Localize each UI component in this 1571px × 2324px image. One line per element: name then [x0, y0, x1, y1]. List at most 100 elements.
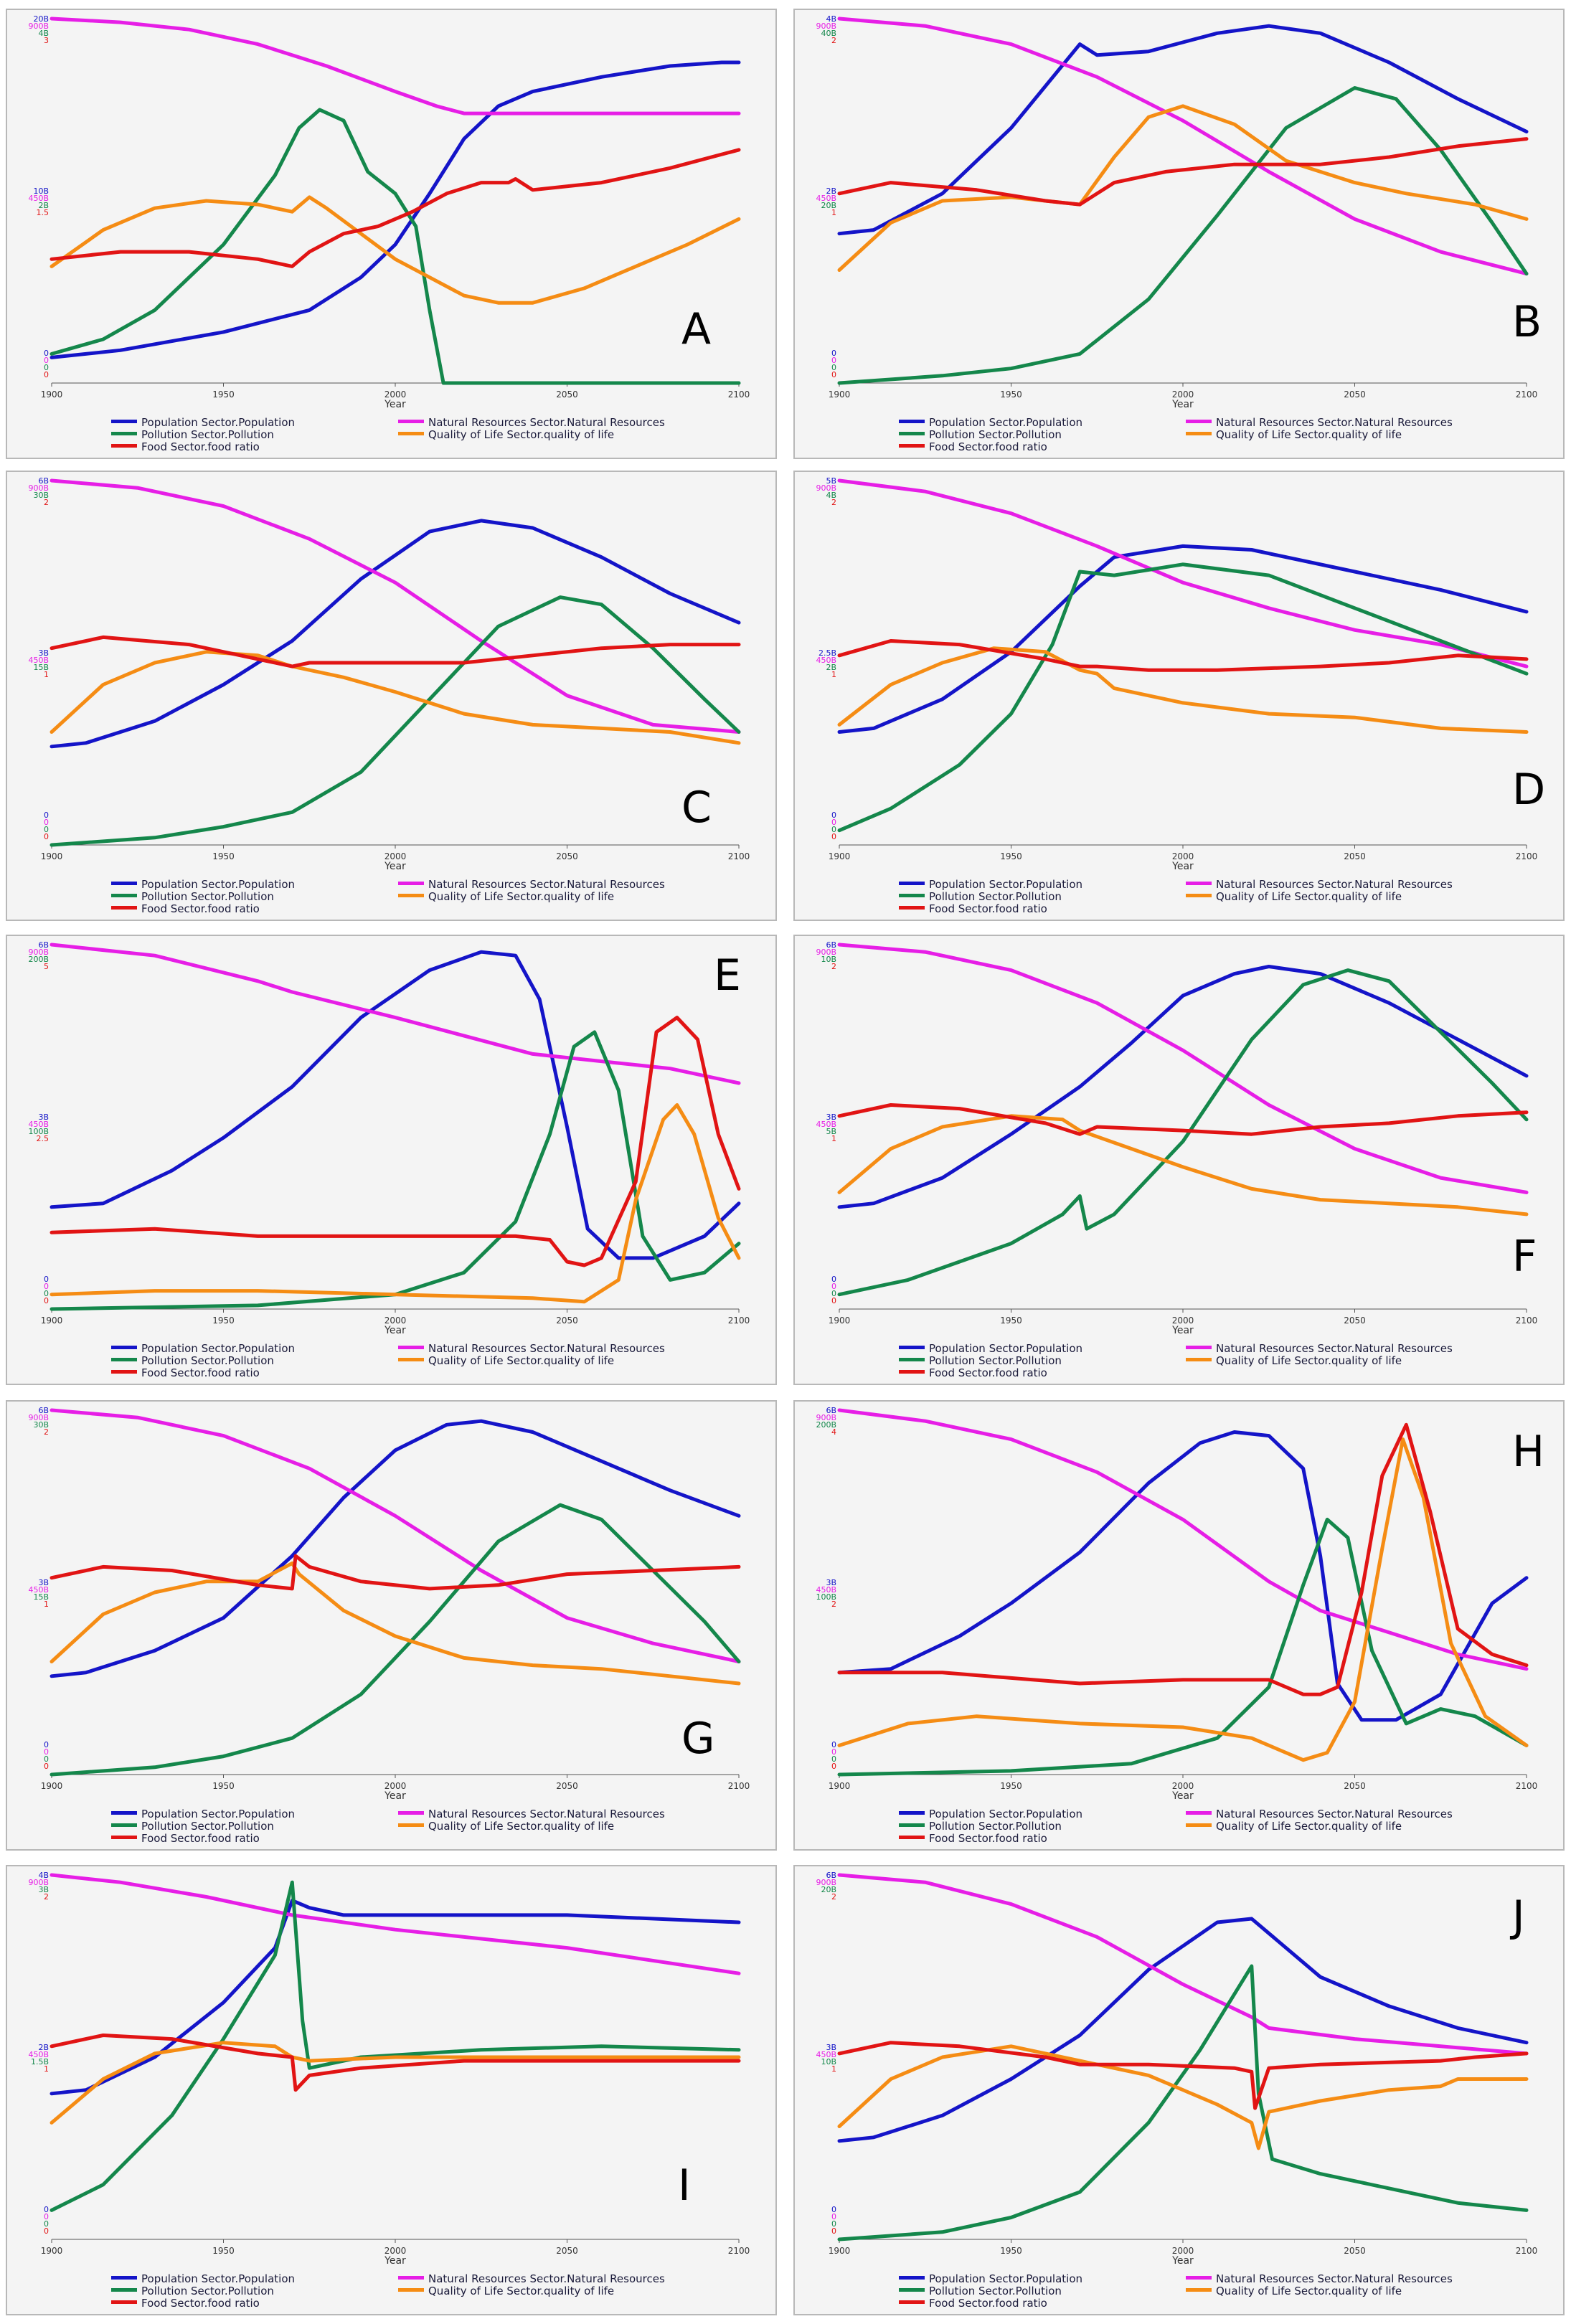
legend-item-pollution: Pollution Sector.Pollution	[899, 2285, 1062, 2297]
legend-swatch	[899, 1836, 925, 1839]
legend-label: Natural Resources Sector.Natural Resourc…	[428, 416, 665, 429]
legend-label: Food Sector.food ratio	[141, 1832, 260, 1845]
y-tick-label: 0	[831, 811, 836, 820]
legend-label: Pollution Sector.Pollution	[141, 890, 274, 903]
x-tick-label: 1900	[829, 851, 851, 861]
y-tick-label: 1	[831, 208, 836, 217]
legend-item-resources: Natural Resources Sector.Natural Resourc…	[398, 417, 665, 429]
legend-swatch	[899, 444, 925, 448]
y-tick-label: 0	[831, 1275, 836, 1284]
x-tick-label: 2050	[556, 851, 578, 861]
series-line-food	[49, 1016, 741, 1267]
y-tick-label: 1	[44, 2064, 49, 2074]
legend-label: Quality of Life Sector.quality of life	[428, 428, 615, 441]
legend-item-resources: Natural Resources Sector.Natural Resourc…	[1186, 1343, 1453, 1355]
legend-swatch	[398, 432, 424, 435]
legend-item-quality: Quality of Life Sector.quality of life	[398, 891, 614, 903]
x-tick-label: 2000	[385, 851, 407, 861]
panel-letter: D	[1512, 765, 1546, 815]
x-tick-label: 1900	[41, 2246, 63, 2256]
legend-swatch	[111, 2300, 137, 2304]
legend-item-resources: Natural Resources Sector.Natural Resourc…	[1186, 2273, 1453, 2285]
legend-item-population: Population Sector.Population	[111, 1343, 295, 1355]
series-line-quality	[837, 1437, 1529, 1762]
legend-swatch	[899, 2288, 925, 2292]
x-tick-label: 2050	[1344, 1315, 1366, 1326]
x-tick-label: 2100	[728, 389, 750, 400]
x-tick-label: 2050	[556, 1315, 578, 1326]
legend-item-food: Food Sector.food ratio	[899, 441, 1047, 453]
legend-swatch	[111, 1346, 137, 1349]
legend-item-food: Food Sector.food ratio	[111, 1367, 260, 1379]
y-tick-label: 0	[831, 1296, 836, 1305]
legend-item-food: Food Sector.food ratio	[111, 441, 260, 453]
legend-item-pollution: Pollution Sector.Pollution	[899, 891, 1062, 903]
x-axis-label: Year	[1171, 1325, 1194, 1336]
legend-label: Food Sector.food ratio	[929, 2297, 1047, 2310]
legend-swatch	[111, 882, 137, 885]
y-tick-label: 2	[831, 36, 836, 45]
legend-item-population: Population Sector.Population	[111, 879, 295, 891]
series-line-quality	[49, 650, 741, 745]
x-tick-label: 1950	[212, 851, 235, 861]
y-tick-label: 2.5	[37, 1134, 49, 1143]
legend-swatch	[899, 1358, 925, 1361]
y-tick-label: 4B	[38, 29, 49, 38]
legend-item-population: Population Sector.Population	[899, 2273, 1082, 2285]
legend-item-quality: Quality of Life Sector.quality of life	[1186, 2285, 1402, 2297]
y-tick-label: 1	[831, 2064, 836, 2074]
panel-letter: C	[681, 783, 712, 833]
x-tick-label: 2100	[1516, 2246, 1538, 2256]
y-tick-label: 3B	[826, 1578, 836, 1587]
legend-label: Quality of Life Sector.quality of life	[428, 1354, 615, 1367]
y-tick-label: 0	[44, 2219, 49, 2229]
x-tick-label: 2050	[1344, 389, 1366, 400]
y-tick-label: 450B	[816, 1585, 836, 1595]
x-tick-label: 1900	[829, 389, 851, 400]
series-line-population	[49, 60, 741, 359]
y-tick-label: 3	[44, 36, 49, 45]
x-tick-label: 1950	[1000, 851, 1022, 861]
y-tick-label: 2	[831, 1892, 836, 1902]
legend-swatch	[398, 1823, 424, 1827]
legend-label: Population Sector.Population	[141, 1808, 295, 1820]
legend-swatch	[111, 1811, 137, 1815]
series-line-food	[49, 635, 741, 669]
x-tick-label: 1900	[41, 1315, 63, 1326]
series-line-quality	[49, 195, 741, 305]
x-tick-label: 2000	[1172, 1781, 1194, 1791]
y-tick-label: 900B	[816, 1878, 836, 1887]
y-tick-label: 1.5B	[31, 2057, 49, 2066]
x-tick-label: 2100	[728, 1781, 750, 1791]
legend-swatch	[398, 1811, 424, 1815]
legend-swatch	[111, 420, 137, 423]
y-tick-label: 3B	[38, 648, 49, 658]
y-tick-label: 1.5	[37, 208, 49, 217]
legend-item-pollution: Pollution Sector.Pollution	[111, 891, 274, 903]
legend-item-population: Population Sector.Population	[899, 1343, 1082, 1355]
series-line-quality	[837, 104, 1529, 272]
y-tick-label: 0	[831, 1289, 836, 1298]
y-tick-label: 200B	[816, 1420, 836, 1430]
series-line-population	[49, 950, 741, 1260]
x-tick-label: 2100	[1516, 851, 1538, 861]
chart-panel-e: 1900 1950 2000 2050 2100 Year 6B 900B 200B 5 3B 450…	[6, 935, 777, 1385]
series-line-quality	[837, 1114, 1529, 1217]
legend-item-pollution: Pollution Sector.Pollution	[111, 2285, 274, 2297]
y-tick-label: 0	[44, 825, 49, 834]
legend-swatch	[111, 2276, 137, 2280]
legend-item-quality: Quality of Life Sector.quality of life	[398, 1355, 614, 1367]
legend-swatch	[1186, 1811, 1212, 1815]
chart-legend: Population Sector.Population Natural Reso…	[899, 2273, 1544, 2313]
legend-item-quality: Quality of Life Sector.quality of life	[398, 1820, 614, 1833]
chart-legend: Population Sector.Population Natural Reso…	[111, 1808, 757, 1848]
y-tick-label: 0	[831, 1747, 836, 1757]
legend-swatch	[398, 894, 424, 897]
legend-item-food: Food Sector.food ratio	[111, 2297, 260, 2310]
y-tick-label: 2B	[826, 186, 836, 196]
x-tick-label: 2050	[1344, 2246, 1366, 2256]
y-tick-label: 0	[44, 1754, 49, 1764]
y-tick-label: 450B	[816, 2050, 836, 2059]
